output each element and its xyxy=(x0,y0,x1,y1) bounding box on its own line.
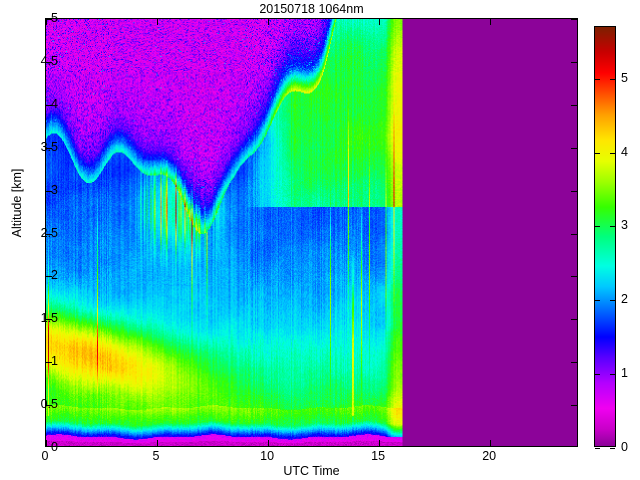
x-tick-mark xyxy=(157,440,158,446)
y-tick-label: 0 xyxy=(51,440,58,454)
x-axis-title: UTC Time xyxy=(283,464,340,478)
colorbar-tick-mark xyxy=(610,79,615,80)
colorbar-tick-label: 2 xyxy=(621,292,628,306)
x-tick-mark-top xyxy=(379,19,380,25)
colorbar-tick-label: 1 xyxy=(621,366,628,380)
colorbar-tick-label: 0 xyxy=(621,440,628,454)
y-tick-label: 4 xyxy=(51,96,58,111)
x-tick-mark-top xyxy=(490,19,491,25)
x-tick-mark xyxy=(379,440,380,446)
x-tick-mark xyxy=(490,440,491,446)
colorbar-tick-mark xyxy=(610,226,615,227)
y-tick-label: 5 xyxy=(51,11,58,25)
colorbar-tick-label: 5 xyxy=(621,71,628,85)
y-tick-label: 3.5 xyxy=(40,139,58,154)
y-tick-mark xyxy=(46,105,52,106)
colorbar[interactable] xyxy=(594,26,616,449)
y-tick-mark xyxy=(46,319,52,320)
heatmap-canvas xyxy=(46,19,577,446)
x-tick-label: 20 xyxy=(482,449,497,463)
x-tick-label: 15 xyxy=(371,449,386,463)
x-tick-mark-top xyxy=(46,19,47,25)
x-tick-mark xyxy=(268,440,269,446)
y-tick-mark xyxy=(46,19,52,20)
y-tick-mark xyxy=(46,62,52,63)
y-tick-mark-right xyxy=(571,362,577,363)
x-tick-label: 0 xyxy=(41,449,49,463)
colorbar-tick-label: 4 xyxy=(621,145,628,159)
x-tick-label: 10 xyxy=(260,449,275,463)
y-tick-mark xyxy=(46,405,52,406)
y-tick-mark-right xyxy=(571,234,577,235)
y-tick-label: 1 xyxy=(51,354,58,369)
colorbar-tick-mark-left xyxy=(595,79,600,80)
y-tick-mark-right xyxy=(571,276,577,277)
colorbar-tick-label: 3 xyxy=(621,218,628,232)
colorbar-tick-mark xyxy=(610,300,615,301)
x-tick-mark xyxy=(46,440,47,446)
y-tick-mark-right xyxy=(571,405,577,406)
colorbar-tick-mark-left xyxy=(595,374,600,375)
y-tick-label: 4.5 xyxy=(40,53,58,68)
colorbar-tick-mark xyxy=(610,448,615,449)
x-tick-mark-top xyxy=(268,19,269,25)
y-tick-label: 3 xyxy=(51,182,58,197)
y-tick-mark-right xyxy=(571,148,577,149)
colorbar-tick-mark xyxy=(610,374,615,375)
y-tick-label: 1.5 xyxy=(40,311,58,326)
y-tick-mark-right xyxy=(571,62,577,63)
colorbar-tick-mark xyxy=(610,153,615,154)
y-tick-mark xyxy=(46,191,52,192)
y-tick-label: 2.5 xyxy=(40,225,58,240)
y-tick-mark xyxy=(46,276,52,277)
y-tick-mark xyxy=(46,234,52,235)
x-tick-label: 5 xyxy=(152,449,160,463)
y-tick-mark-right xyxy=(571,191,577,192)
colorbar-tick-mark-left xyxy=(595,448,600,449)
y-axis-title: Altitude [km] xyxy=(10,168,24,238)
x-tick-mark-top xyxy=(157,19,158,25)
heatmap-plot-area[interactable] xyxy=(45,18,578,447)
y-tick-mark-right xyxy=(571,105,577,106)
y-tick-label: 2 xyxy=(51,268,58,283)
colorbar-tick-mark-left xyxy=(595,300,600,301)
y-tick-mark-right xyxy=(571,319,577,320)
y-tick-mark xyxy=(46,148,52,149)
colorbar-tick-mark-left xyxy=(595,153,600,154)
y-tick-mark-right xyxy=(571,19,577,20)
y-tick-label: 0.5 xyxy=(40,397,58,412)
y-tick-mark xyxy=(46,362,52,363)
page-title: 20150718 1064nm xyxy=(259,2,364,16)
colorbar-tick-mark-left xyxy=(595,226,600,227)
